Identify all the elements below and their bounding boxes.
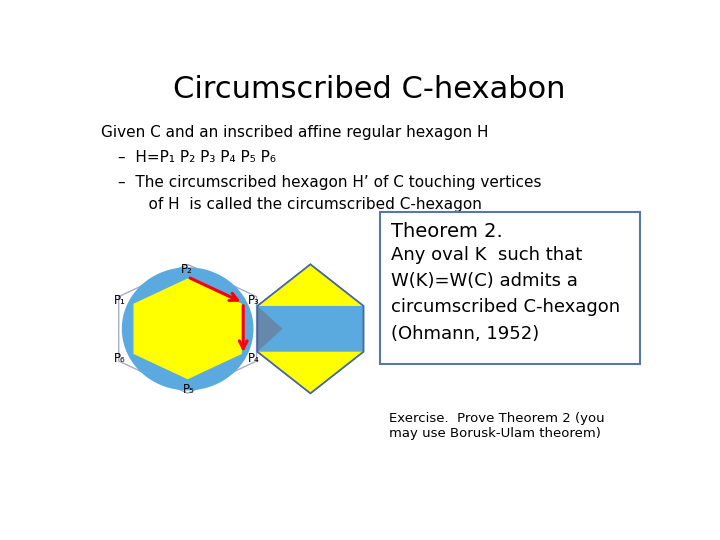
Text: P₃: P₃ [248, 294, 259, 307]
Polygon shape [258, 352, 364, 393]
Text: Circumscribed C-hexabon: Circumscribed C-hexabon [173, 75, 565, 104]
Text: –  H=P₁ P₂ P₃ P₄ P₅ P₆: – H=P₁ P₂ P₃ P₄ P₅ P₆ [118, 150, 276, 165]
Text: P₅: P₅ [183, 383, 194, 396]
Polygon shape [258, 265, 364, 393]
Text: of H  is called the circumscribed C-hexagon: of H is called the circumscribed C-hexag… [129, 197, 482, 212]
Text: Exercise.  Prove Theorem 2 (you
may use Borusk-Ulam theorem): Exercise. Prove Theorem 2 (you may use B… [389, 412, 604, 440]
Text: P₁: P₁ [114, 294, 126, 307]
Polygon shape [258, 306, 364, 352]
Polygon shape [258, 306, 282, 352]
Polygon shape [122, 267, 253, 390]
Text: P₆: P₆ [114, 353, 125, 366]
Text: P₄: P₄ [248, 353, 259, 366]
Text: P₂: P₂ [181, 263, 192, 276]
Polygon shape [258, 265, 364, 306]
Polygon shape [132, 277, 243, 381]
Text: Theorem 2.: Theorem 2. [392, 222, 503, 241]
FancyBboxPatch shape [380, 212, 639, 364]
Text: Any oval K  such that
W(K)=W(C) admits a
circumscribed C-hexagon
(Ohmann, 1952): Any oval K such that W(K)=W(C) admits a … [392, 246, 621, 343]
Text: –  The circumscribed hexagon H’ of C touching vertices: – The circumscribed hexagon H’ of C touc… [118, 175, 541, 190]
Text: Given C and an inscribed affine regular hexagon H: Given C and an inscribed affine regular … [101, 125, 489, 140]
